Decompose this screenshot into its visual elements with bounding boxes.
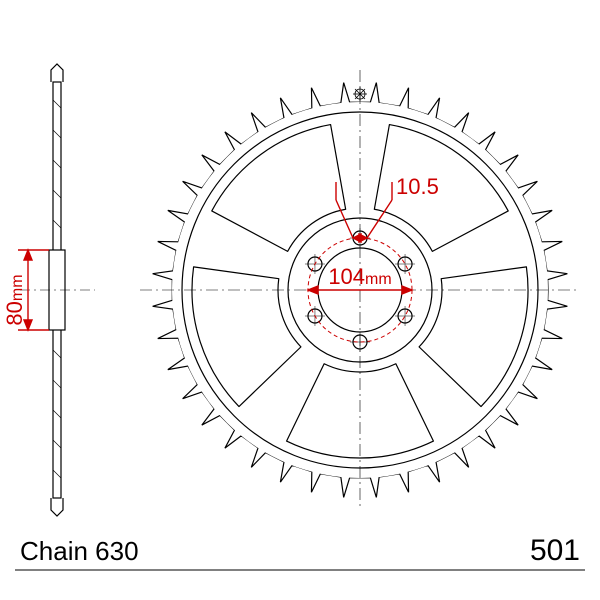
part-number: 501: [530, 534, 580, 567]
logo-mark: [353, 87, 367, 101]
svg-text:80mm: 80mm: [2, 274, 27, 325]
dim-104-value: 104: [328, 264, 365, 289]
dim-80-value: 80: [2, 301, 27, 325]
drawing-canvas: 80mm: [0, 0, 600, 600]
side-profile: [20, 64, 95, 516]
dim-10p5-value: 10.5: [396, 174, 439, 199]
svg-text:10.5: 10.5: [396, 174, 439, 199]
chain-label: Chain 630: [20, 536, 139, 566]
sprocket-front: 104mm 10.5: [140, 70, 580, 510]
